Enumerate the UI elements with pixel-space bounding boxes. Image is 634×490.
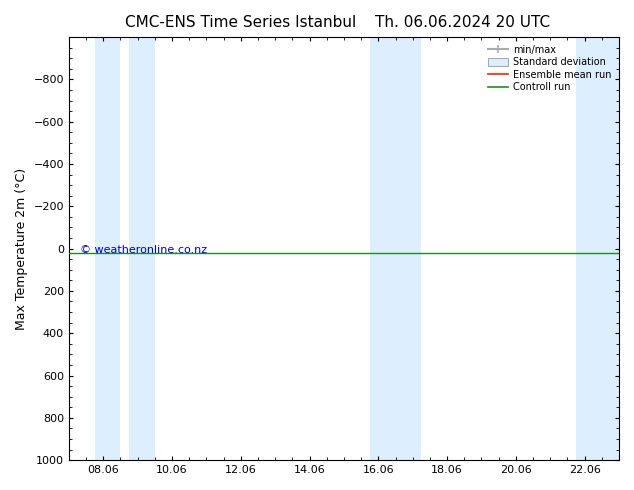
Legend: min/max, Standard deviation, Ensemble mean run, Controll run: min/max, Standard deviation, Ensemble me… <box>486 42 614 95</box>
Text: Th. 06.06.2024 20 UTC: Th. 06.06.2024 20 UTC <box>375 15 550 30</box>
Text: CMC-ENS Time Series Istanbul: CMC-ENS Time Series Istanbul <box>126 15 356 30</box>
Bar <box>94 37 120 460</box>
Y-axis label: Max Temperature 2m (°C): Max Temperature 2m (°C) <box>15 168 28 330</box>
Text: © weatheronline.co.nz: © weatheronline.co.nz <box>80 245 207 255</box>
Bar <box>129 37 155 460</box>
Bar <box>370 37 422 460</box>
Bar <box>576 37 619 460</box>
